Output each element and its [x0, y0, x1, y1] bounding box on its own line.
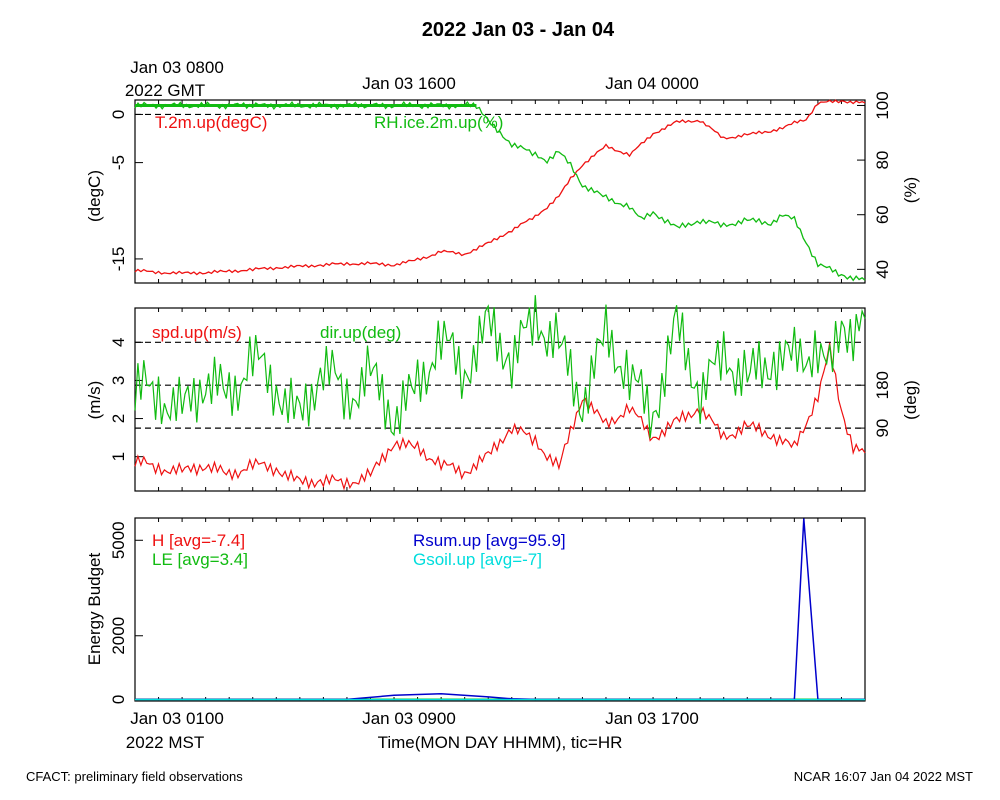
panel-3-ytick-label: 0: [109, 695, 128, 704]
panel-3-frame: [134, 517, 866, 702]
legend-rh-ice: RH.ice.2m.up(%): [374, 113, 503, 132]
gmt-tick-label-0: Jan 03 0800: [130, 58, 224, 77]
panel-2-y2tick-label: 90: [873, 419, 892, 438]
panel-1-frame: [134, 99, 866, 284]
panel-1-y2label: (%): [901, 177, 920, 203]
mst-tick-label-2: Jan 03 1700: [605, 709, 699, 728]
legend-le: LE [avg=3.4]: [152, 550, 248, 569]
panel-2-ytick-label: 4: [109, 338, 128, 347]
panel-1-y2tick-label: 80: [873, 151, 892, 170]
mst-year-label: 2022 MST: [126, 733, 204, 752]
panel-2-y2label: (deg): [901, 380, 920, 420]
panel-1-y2tick-label: 100: [873, 91, 892, 119]
temperature-humidity-panel: 0 -5 -15 100 80 60 40 (degC) (%) T.2m.up(degC)…: [85, 91, 920, 284]
footer-right: NCAR 16:07 Jan 04 2022 MST: [794, 769, 973, 784]
temperature-line: [134, 99, 866, 276]
wind-panel: 1 2 3 4 90 180 (m/s) (deg) spd.up(m/s) dir.up…: [85, 295, 920, 492]
footer-left: CFACT: preliminary field observations: [26, 769, 243, 784]
panel-1-y2tick-label: 60: [873, 205, 892, 224]
legend-rsum: Rsum.up [avg=95.9]: [413, 531, 566, 550]
panel-1-ytick-label: -5: [109, 155, 128, 170]
speed-line: [134, 342, 866, 491]
panel-2-y2tick-label: 180: [873, 371, 892, 399]
panel-1-y2tick-label: 40: [873, 260, 892, 279]
panel-2-ytick-label: 3: [109, 376, 128, 385]
panel-3-ytick-label: 2000: [109, 617, 128, 655]
x-axis-label: Time(MON DAY HHMM), tic=HR: [378, 733, 623, 752]
mst-tick-label-1: Jan 03 0900: [362, 709, 456, 728]
gmt-tick-label-1: Jan 03 1600: [362, 74, 456, 93]
chart-title: 2022 Jan 03 - Jan 04: [422, 19, 615, 41]
panel-2-frame: [134, 307, 866, 492]
legend-h: H [avg=-7.4]: [152, 531, 245, 550]
direction-line: [134, 295, 866, 439]
panel-3-ylabel: Energy Budget: [85, 552, 104, 665]
energy-budget-panel: 0 2000 5000 Energy Budget H [avg=-7.4] LE …: [85, 517, 866, 704]
panel-1-ytick-label: -15: [109, 247, 128, 272]
legend-direction: dir.up(deg): [320, 323, 401, 342]
gmt-tick-label-2: Jan 04 0000: [605, 74, 699, 93]
panel-1-ytick-label: 0: [109, 110, 128, 119]
gmt-year-label: 2022 GMT: [125, 81, 205, 100]
legend-temperature: T.2m.up(degC): [155, 113, 267, 132]
panel-2-ytick-label: 1: [109, 452, 128, 461]
panel-3-ytick-label: 5000: [109, 521, 128, 559]
panel-2-ytick-label: 2: [109, 414, 128, 423]
panel-2-ylabel: (m/s): [85, 381, 104, 420]
mst-tick-label-0: Jan 03 0100: [130, 709, 224, 728]
panel-1-ylabel: (degC): [85, 170, 104, 222]
legend-speed: spd.up(m/s): [152, 323, 242, 342]
legend-gsoil: Gsoil.up [avg=-7]: [413, 550, 542, 569]
